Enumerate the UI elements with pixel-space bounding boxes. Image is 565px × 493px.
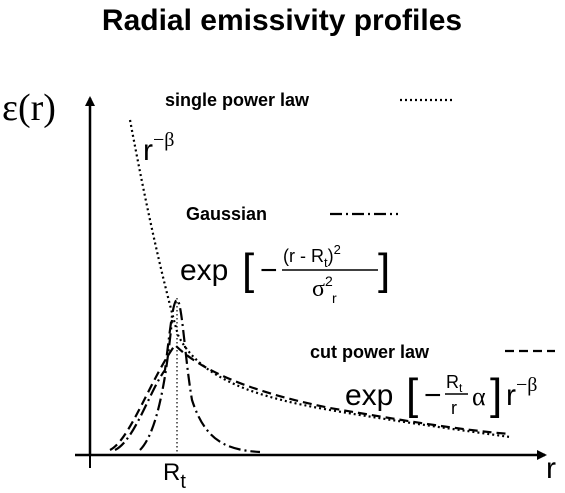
gaussian-curve [114, 298, 261, 454]
formula-part: r [143, 134, 153, 167]
formula-part: (r - R [283, 246, 324, 266]
formula-part: σ [312, 276, 325, 302]
cut-power-law-curve [109, 343, 511, 451]
formula-part: −β [516, 374, 537, 396]
denominator: σ2 [312, 273, 333, 302]
denominator-sub: r [332, 290, 337, 306]
formula-part: ) [328, 246, 334, 266]
factor: α [472, 382, 486, 411]
formula: exp [ − Rt r α ] r−β [345, 370, 537, 419]
numerator: (r - Rt)2 [283, 242, 341, 270]
bracket: ] [490, 370, 502, 419]
curve-name: Gaussian [186, 204, 267, 224]
formula-part: t [324, 255, 328, 270]
bracket: [ [406, 370, 418, 419]
y-axis-label: ε(r) [2, 87, 56, 129]
numerator: Rt [446, 372, 463, 395]
formula-part: 2 [334, 242, 341, 257]
formula-part: r [506, 379, 516, 412]
formula: r−β [143, 129, 174, 167]
formula-part: t [459, 381, 463, 395]
formula-part: R [446, 372, 459, 392]
bracket: ] [378, 245, 390, 294]
formula: exp [ − (r - Rt)2 σ2 r ] [180, 242, 390, 306]
title: Radial emissivity profiles [102, 4, 462, 37]
x-axis-label: r [546, 452, 556, 485]
power: r−β [506, 374, 537, 412]
formula-part: R [163, 459, 180, 486]
curve-name: single power law [165, 90, 310, 110]
power-law-curve [128, 119, 511, 439]
formula-part: t [180, 471, 186, 493]
formula-part: 2 [325, 273, 333, 289]
bracket: [ [242, 245, 254, 294]
formula-part: −β [153, 129, 174, 151]
minus: − [260, 254, 278, 287]
gaussian-curve-inner [139, 319, 174, 451]
curve-name: cut power law [310, 342, 430, 362]
minus: − [424, 379, 442, 412]
denominator: r [451, 398, 457, 418]
rt-marker: Rt [163, 459, 186, 493]
formula-prefix: exp [345, 379, 393, 412]
formula-prefix: exp [180, 254, 228, 287]
